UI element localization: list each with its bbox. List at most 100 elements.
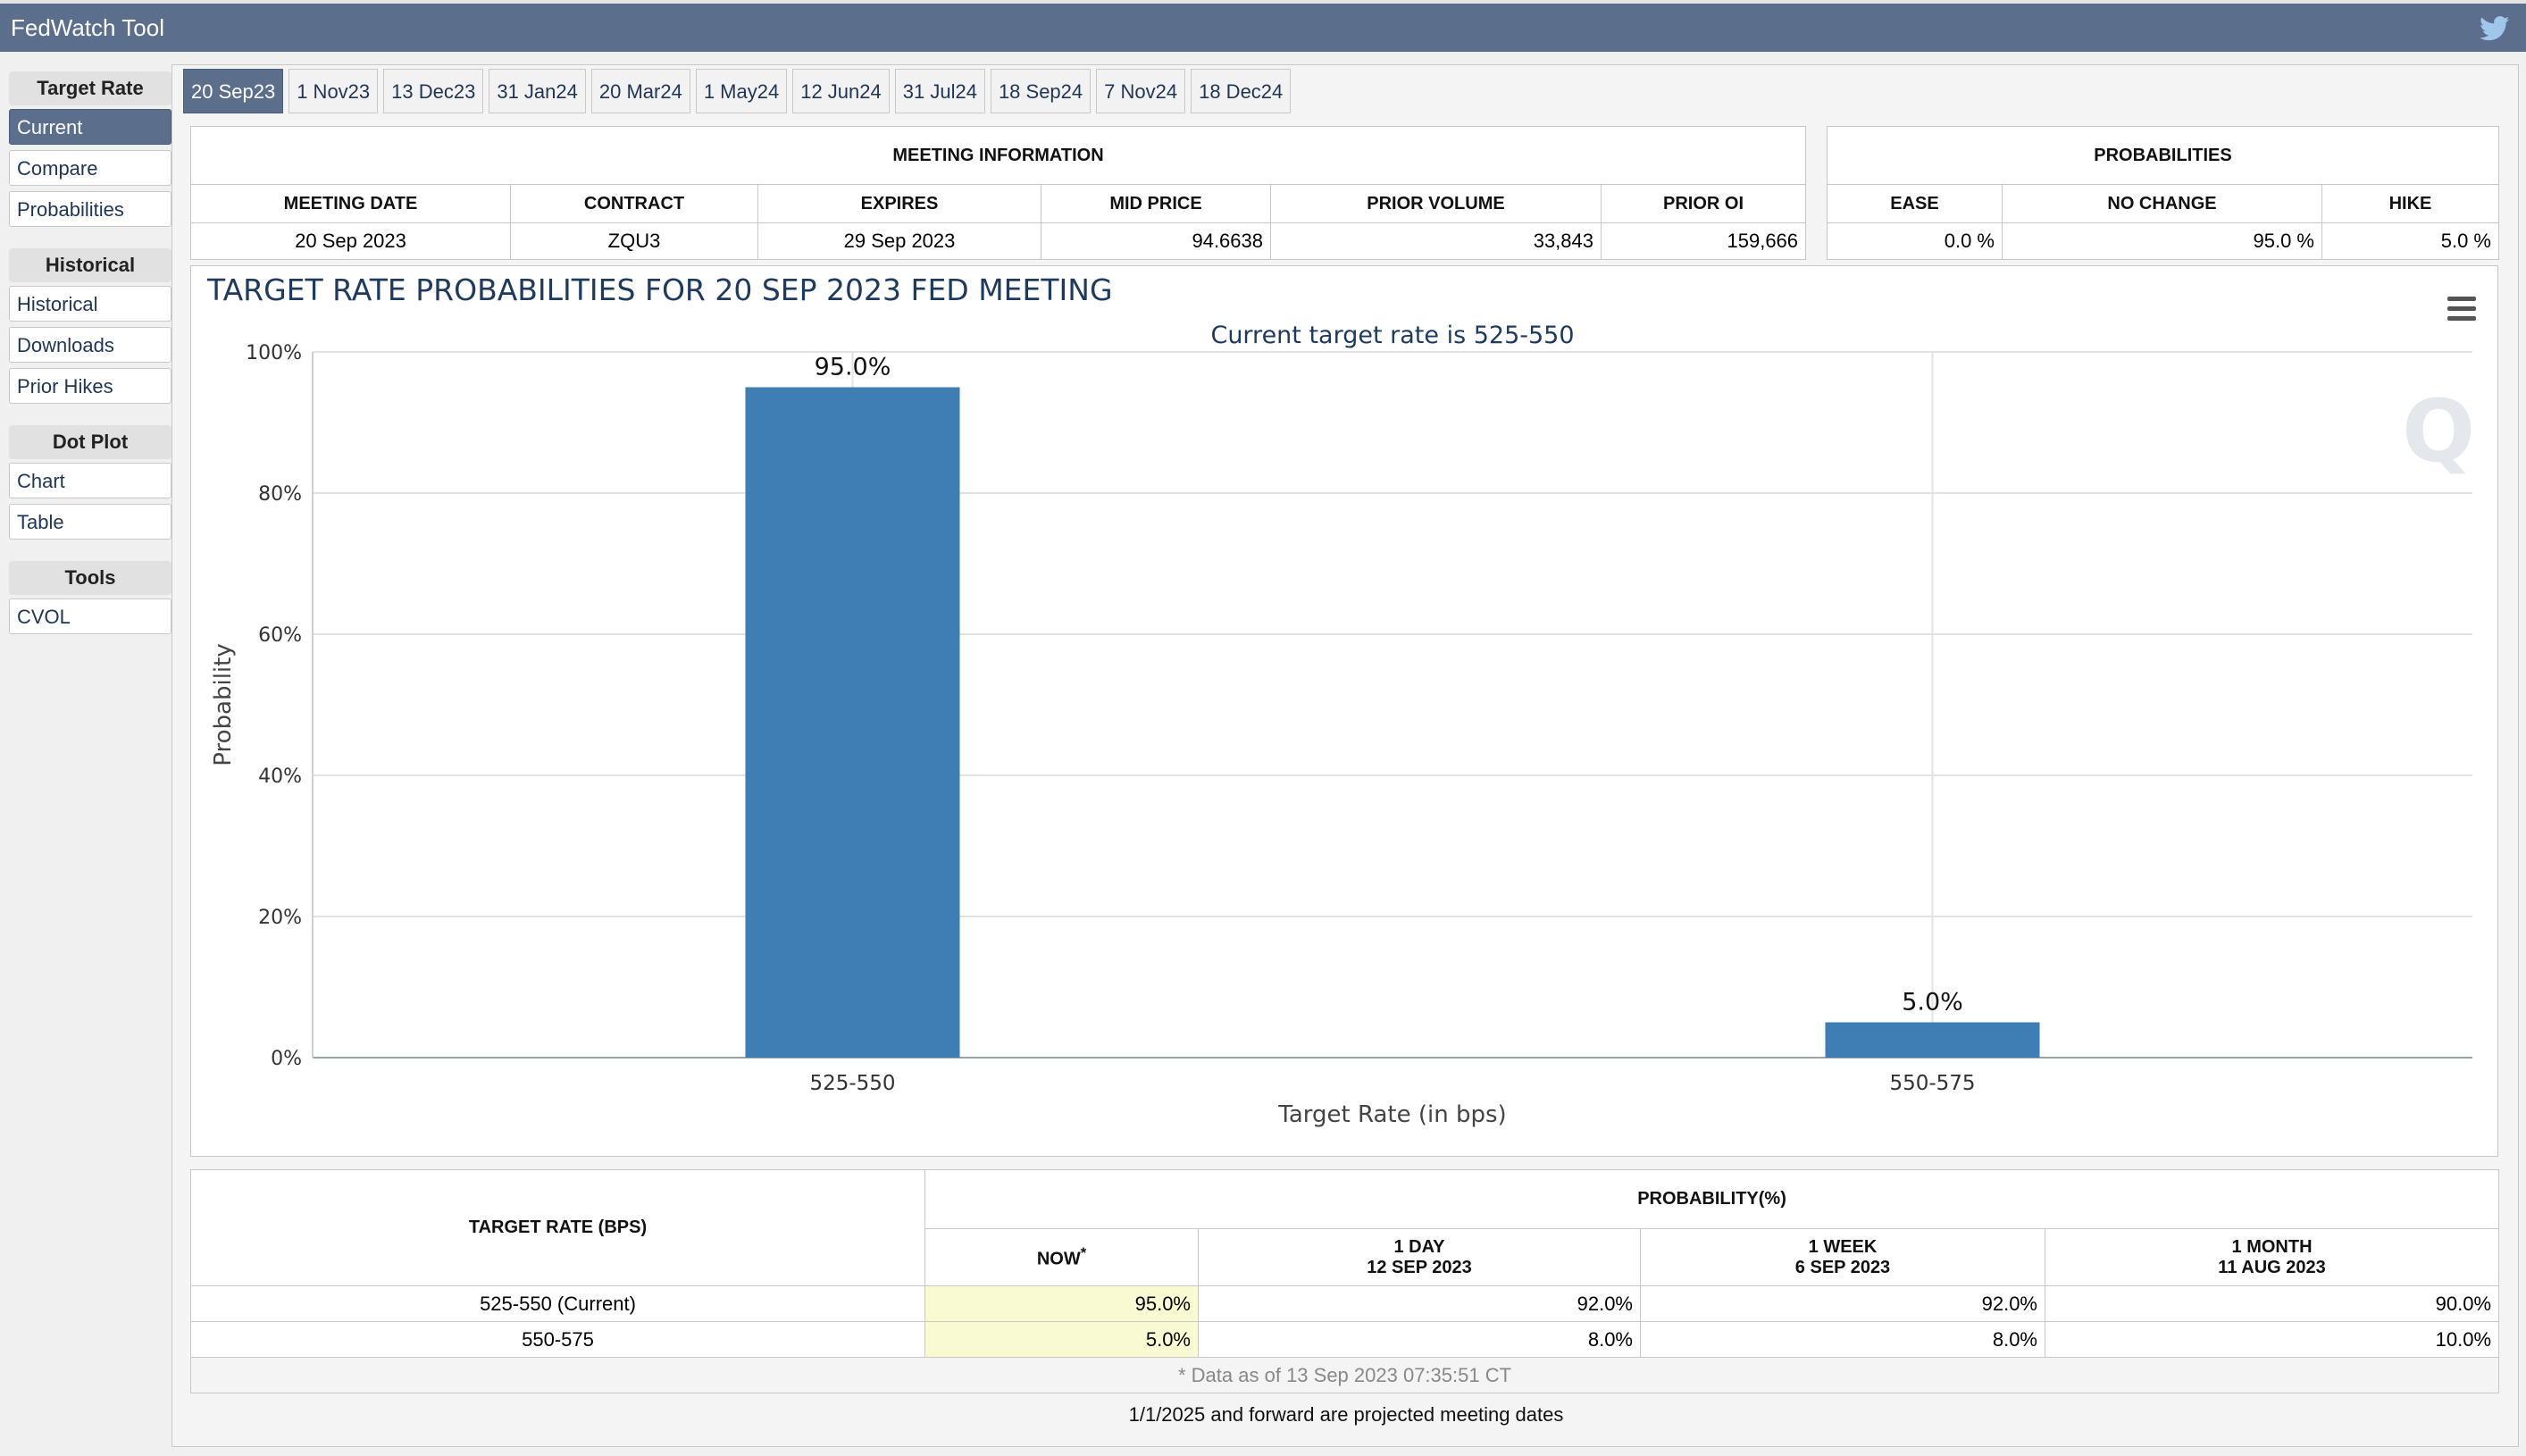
history-column-1-month: 1 MONTH 11 AUG 2023: [2044, 1228, 2500, 1286]
table-row: 525-550 (Current) 95.0% 92.0% 92.0% 90.0%: [190, 1285, 2500, 1322]
history-column-date: 6 SEP 2023: [1794, 1257, 1891, 1277]
twitter-icon[interactable]: [2480, 16, 2510, 41]
hamburger-menu-icon-line: [2447, 316, 2476, 321]
rate-cell: 525-550 (Current): [190, 1285, 925, 1322]
history-column-1-week: 1 WEEK 6 SEP 2023: [1640, 1228, 2045, 1286]
hamburger-menu-icon[interactable]: [2440, 289, 2483, 329]
data-timestamp-note: * Data as of 13 Sep 2023 07:35:51 CT: [189, 1357, 2500, 1393]
probability-cell: 8.0%: [1640, 1321, 2045, 1358]
probabilities-value-1: 95.0 %: [2002, 222, 2322, 260]
meeting-info-header-5: PRIOR OI: [1600, 184, 1807, 223]
sidebar-item-current[interactable]: Current: [9, 109, 171, 145]
meeting-info-value-0: 20 Sep 2023: [190, 222, 511, 260]
app-title: FedWatch Tool: [11, 14, 164, 41]
meeting-info-header-4: PRIOR VOLUME: [1270, 184, 1602, 223]
y-tick-label: 40%: [258, 766, 302, 788]
sidebar-item-downloads[interactable]: Downloads: [9, 327, 171, 363]
probabilities-caption: PROBABILITIES: [1827, 126, 2499, 185]
chart-panel: TARGET RATE PROBABILITIES FOR 20 SEP 202…: [190, 265, 2498, 1157]
tab-13-dec23[interactable]: 13 Dec23: [383, 69, 484, 113]
tab-18-sep24[interactable]: 18 Sep24: [990, 69, 1092, 113]
tab-7-nov24[interactable]: 7 Nov24: [1096, 69, 1186, 113]
tab-18-dec24[interactable]: 18 Dec24: [1191, 69, 1292, 113]
meeting-info-value-5: 159,666: [1600, 222, 1807, 260]
chart-subtitle: Current target rate is 525-550: [1210, 322, 1574, 349]
x-tick-label: 550-575: [1889, 1072, 1975, 1095]
probability-cell: 92.0%: [1198, 1285, 1641, 1322]
history-column-date: 12 SEP 2023: [1367, 1257, 1472, 1277]
probability-cell: 95.0%: [924, 1285, 1199, 1322]
rate-cell: 550-575: [190, 1321, 925, 1358]
sidebar-section-tools: Tools: [9, 561, 171, 595]
history-column-1-day: 1 DAY 12 SEP 2023: [1198, 1228, 1641, 1286]
history-column-label: 1 WEEK: [1808, 1236, 1878, 1257]
history-column-now: NOW*: [924, 1228, 1199, 1286]
sidebar-spacer: [9, 232, 171, 248]
probability-cell: 92.0%: [1640, 1285, 2045, 1322]
now-footnote-mark: *: [1080, 1244, 1087, 1262]
probability-cell: 90.0%: [2044, 1285, 2500, 1322]
x-axis-label: Target Rate (in bps): [1277, 1101, 1506, 1128]
history-column-label: NOW: [1036, 1249, 1081, 1269]
main-panel: 20 Sep23 1 Nov23 13 Dec23 31 Jan24 20 Mar24 1…: [171, 64, 2519, 1447]
tab-12-jun24[interactable]: 12 Jun24: [792, 69, 890, 113]
y-tick-label: 100%: [246, 342, 302, 364]
sidebar-item-compare[interactable]: Compare: [9, 150, 171, 186]
sidebar-item-historical[interactable]: Historical: [9, 286, 171, 322]
meeting-info-value-2: 29 Sep 2023: [757, 222, 1041, 260]
table-row: 550-575 5.0% 8.0% 8.0% 10.0%: [190, 1321, 2500, 1358]
q-logo-icon: Q: [2402, 381, 2475, 481]
probabilities-table: PROBABILITIES EASE NO CHANGE HIKE 0.0 % 95.…: [1827, 126, 2499, 260]
history-column-label: 1 DAY: [1393, 1236, 1445, 1257]
sidebar-section-historical: Historical: [9, 248, 171, 282]
sidebar-item-prior-hikes[interactable]: Prior Hikes: [9, 368, 171, 404]
history-column-date: 11 AUG 2023: [2218, 1257, 2326, 1277]
sidebar-spacer: [9, 409, 171, 425]
x-tick-label: 525-550: [809, 1072, 895, 1095]
y-tick-label: 60%: [258, 624, 302, 647]
sidebar-item-table[interactable]: Table: [9, 504, 171, 540]
bar-525-550: [745, 387, 960, 1058]
bar-data-label: 95.0%: [815, 354, 891, 381]
probabilities-header-2: HIKE: [2321, 184, 2499, 223]
meeting-info-header-3: MID PRICE: [1041, 184, 1271, 223]
chart-title: TARGET RATE PROBABILITIES FOR 20 SEP 202…: [206, 272, 1113, 307]
tab-31-jul24[interactable]: 31 Jul24: [894, 69, 985, 113]
sidebar-section-dot-plot: Dot Plot: [9, 425, 171, 459]
tab-31-jan24[interactable]: 31 Jan24: [489, 69, 586, 113]
tab-1-nov23[interactable]: 1 Nov23: [289, 69, 379, 113]
tab-1-may24[interactable]: 1 May24: [695, 69, 788, 113]
probability-header: PROBABILITY(%): [924, 1169, 2500, 1229]
meeting-information-table: MEETING INFORMATION MEETING DATE CONTRACT…: [189, 126, 1807, 260]
probability-cell: 8.0%: [1198, 1321, 1641, 1358]
y-axis-label: Probability: [210, 643, 237, 766]
meeting-info-value-1: ZQU3: [510, 222, 758, 260]
target-rate-header: TARGET RATE (BPS): [190, 1169, 925, 1286]
y-tick-label: 20%: [258, 907, 302, 929]
bar-data-label: 5.0%: [1902, 989, 1963, 1017]
meeting-info-caption: MEETING INFORMATION: [189, 126, 1807, 185]
y-tick-label: 80%: [258, 483, 302, 506]
probabilities-value-0: 0.0 %: [1827, 222, 2003, 260]
hamburger-menu-icon-line: [2447, 306, 2476, 311]
sidebar: Target Rate Current Compare Probabilities Hi…: [9, 71, 171, 640]
probability-chart: TARGET RATE PROBABILITIES FOR 20 SEP 202…: [206, 272, 2483, 1128]
meeting-tabs: 20 Sep23 1 Nov23 13 Dec23 31 Jan24 20 Mar24 1…: [183, 69, 1292, 113]
meeting-info-value-4: 33,843: [1270, 222, 1602, 260]
history-column-label: 1 MONTH: [2231, 1236, 2313, 1257]
title-bar: FedWatch Tool: [0, 0, 2526, 52]
sidebar-section-target-rate: Target Rate: [9, 71, 171, 105]
probabilities-value-2: 5.0 %: [2321, 222, 2499, 260]
probability-cell: 10.0%: [2044, 1321, 2500, 1358]
bar-550-575: [1825, 1022, 2040, 1058]
hamburger-menu-icon-line: [2447, 297, 2476, 301]
sidebar-item-cvol[interactable]: CVOL: [9, 598, 171, 634]
meeting-info-header-2: EXPIRES: [757, 184, 1041, 223]
probabilities-header-1: NO CHANGE: [2002, 184, 2322, 223]
sidebar-item-chart[interactable]: Chart: [9, 463, 171, 498]
projection-footnote: 1/1/2025 and forward are projected meeti…: [1128, 1403, 1564, 1426]
sidebar-spacer: [9, 545, 171, 561]
sidebar-item-probabilities[interactable]: Probabilities: [9, 191, 171, 227]
tab-20-sep23[interactable]: 20 Sep23: [183, 69, 284, 113]
tab-20-mar24[interactable]: 20 Mar24: [590, 69, 690, 113]
